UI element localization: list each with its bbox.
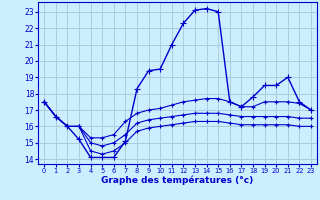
X-axis label: Graphe des températures (°c): Graphe des températures (°c) — [101, 176, 254, 185]
